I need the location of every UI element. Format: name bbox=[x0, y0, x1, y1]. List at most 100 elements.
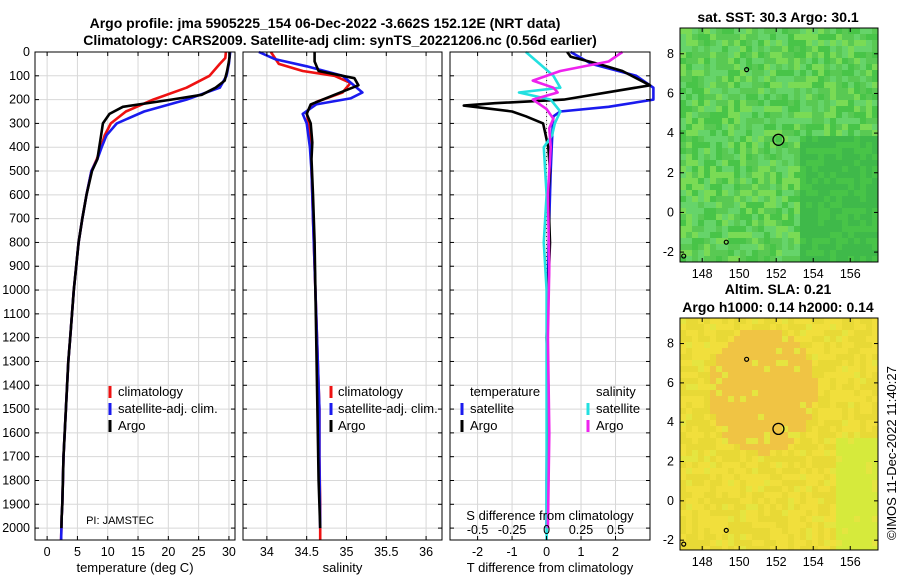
map-cell bbox=[710, 40, 717, 47]
map-cell bbox=[680, 420, 687, 427]
map-cell bbox=[824, 474, 831, 481]
map-cell bbox=[776, 70, 783, 77]
map-cell bbox=[764, 154, 771, 161]
map-cell bbox=[836, 160, 843, 167]
map-cell bbox=[710, 124, 717, 131]
map-cell bbox=[722, 28, 729, 35]
map-cell bbox=[854, 124, 861, 131]
map-cell bbox=[812, 462, 819, 469]
map-cell bbox=[716, 348, 723, 355]
map-cell bbox=[818, 480, 825, 487]
map-cell bbox=[704, 58, 711, 65]
map-cell bbox=[836, 540, 843, 547]
map-cell bbox=[806, 468, 813, 475]
map-cell bbox=[794, 40, 801, 47]
map-cell bbox=[746, 244, 753, 251]
map-cell bbox=[788, 348, 795, 355]
map-cell bbox=[854, 498, 861, 505]
map-cell bbox=[710, 534, 717, 541]
map-cell bbox=[860, 70, 867, 77]
map-cell bbox=[830, 390, 837, 397]
map-cell bbox=[824, 468, 831, 475]
map-cell bbox=[716, 88, 723, 95]
map-cell bbox=[770, 474, 777, 481]
map-cell bbox=[728, 522, 735, 529]
map-cell bbox=[704, 372, 711, 379]
x-tick-label: 20 bbox=[161, 545, 175, 559]
map-cell bbox=[812, 232, 819, 239]
map-cell bbox=[734, 444, 741, 451]
map-cell bbox=[824, 330, 831, 337]
map-cell bbox=[746, 202, 753, 209]
map-cell bbox=[800, 396, 807, 403]
map-cell bbox=[806, 100, 813, 107]
map-cell bbox=[776, 432, 783, 439]
map-cell bbox=[698, 372, 705, 379]
map-cell bbox=[770, 504, 777, 511]
map-cell bbox=[860, 130, 867, 137]
map-cell bbox=[806, 160, 813, 167]
map-cell bbox=[842, 82, 849, 89]
map-cell bbox=[758, 522, 765, 529]
map-cell bbox=[770, 444, 777, 451]
map-cell bbox=[866, 94, 873, 101]
map-cell bbox=[872, 196, 879, 203]
coast-speck bbox=[681, 253, 687, 259]
map-cell bbox=[758, 148, 765, 155]
map-cell bbox=[806, 432, 813, 439]
map-cell bbox=[848, 456, 855, 463]
map-cell bbox=[872, 190, 879, 197]
map-cell bbox=[836, 438, 843, 445]
map-cell bbox=[698, 52, 705, 59]
map-cell bbox=[758, 70, 765, 77]
map-cell bbox=[860, 238, 867, 245]
map-cell bbox=[686, 226, 693, 233]
map-cell bbox=[860, 214, 867, 221]
map-cell bbox=[680, 516, 687, 523]
map-cell bbox=[860, 342, 867, 349]
map-cell bbox=[746, 184, 753, 191]
map-cell bbox=[800, 196, 807, 203]
map-cell bbox=[686, 510, 693, 517]
map-cell bbox=[836, 324, 843, 331]
y-tick-label: 1800 bbox=[2, 473, 30, 487]
map-cell bbox=[704, 184, 711, 191]
map-cell bbox=[836, 492, 843, 499]
map-cell bbox=[686, 148, 693, 155]
map-cell bbox=[806, 184, 813, 191]
map-cell bbox=[770, 516, 777, 523]
map-cell bbox=[782, 124, 789, 131]
map-cell bbox=[686, 480, 693, 487]
map-cell bbox=[740, 52, 747, 59]
map-cell bbox=[776, 486, 783, 493]
map-cell bbox=[848, 390, 855, 397]
map-cell bbox=[782, 172, 789, 179]
map-cell bbox=[698, 106, 705, 113]
map-cell bbox=[854, 58, 861, 65]
map-cell bbox=[734, 330, 741, 337]
map-cell bbox=[734, 384, 741, 391]
map-cell bbox=[860, 492, 867, 499]
map-cell bbox=[728, 244, 735, 251]
map-cell bbox=[860, 372, 867, 379]
map-cell bbox=[692, 540, 699, 547]
map-cell bbox=[722, 52, 729, 59]
map-cell bbox=[734, 208, 741, 215]
map-cell bbox=[734, 396, 741, 403]
map-cell bbox=[746, 462, 753, 469]
map-cell bbox=[710, 130, 717, 137]
map-cell bbox=[734, 28, 741, 35]
plot-frame bbox=[242, 51, 443, 541]
map-cell bbox=[794, 196, 801, 203]
map-cell bbox=[782, 444, 789, 451]
map-cell bbox=[728, 130, 735, 137]
map-cell bbox=[812, 390, 819, 397]
x-tick-label: 5 bbox=[74, 545, 81, 559]
map-cell bbox=[806, 28, 813, 35]
map-cell bbox=[872, 396, 879, 403]
map-cell bbox=[710, 172, 717, 179]
map-cell bbox=[728, 438, 735, 445]
map-cell bbox=[836, 34, 843, 41]
map-cell bbox=[866, 522, 873, 529]
map-cell bbox=[758, 336, 765, 343]
